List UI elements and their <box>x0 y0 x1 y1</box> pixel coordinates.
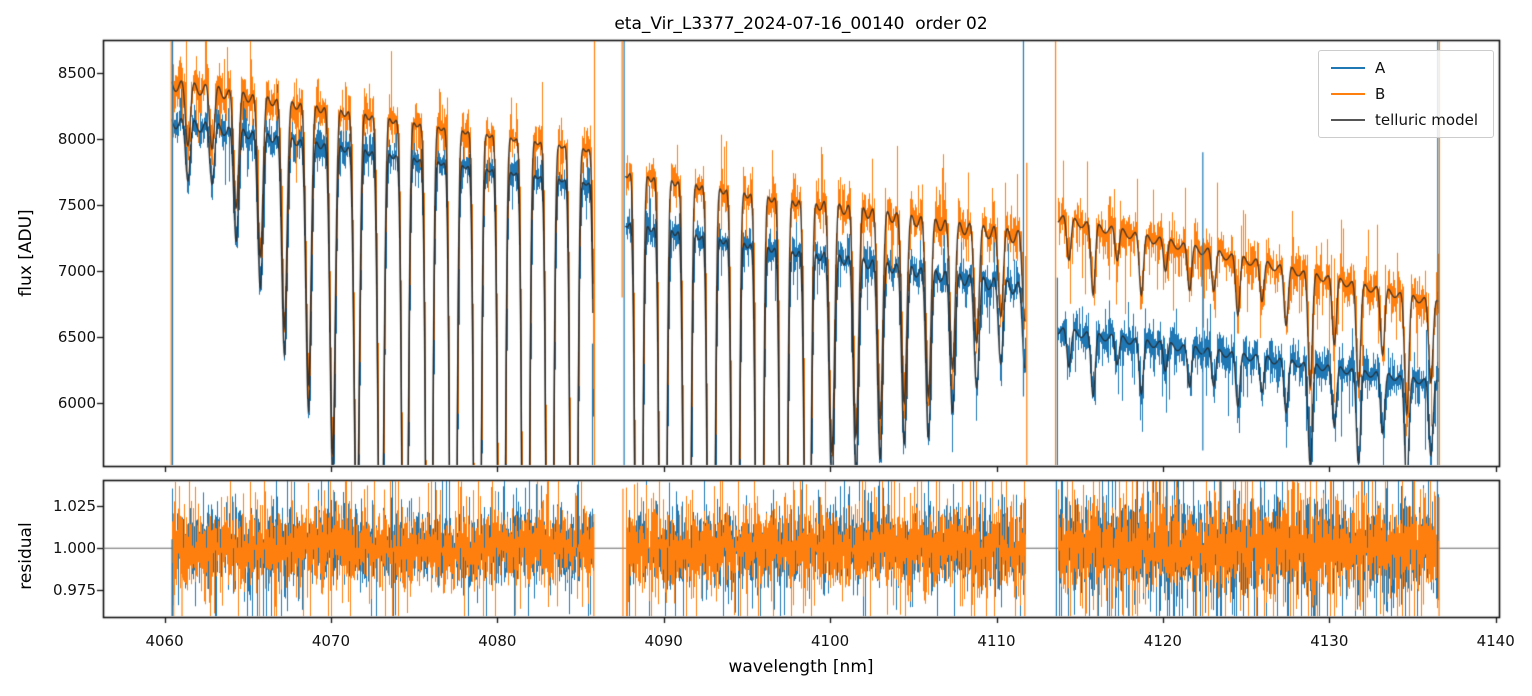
tick-label: 7000 <box>57 262 96 281</box>
tick-label: 6500 <box>57 328 96 347</box>
tick-label: 4140 <box>1476 632 1515 650</box>
tick-label: 1.000 <box>53 538 96 557</box>
series-b-line-swatch <box>1331 93 1365 95</box>
tick-label: 8000 <box>57 130 96 148</box>
wavelength-axis-label: wavelength [nm] <box>728 657 874 677</box>
tick-label: 4100 <box>811 632 850 650</box>
tick-label: 8500 <box>57 64 96 82</box>
tick-label: 4130 <box>1310 632 1349 650</box>
residual-axis-label: residual <box>16 522 36 590</box>
legend-label-telluric-model: telluric model <box>1375 111 1479 129</box>
tick-label: 4110 <box>977 632 1016 650</box>
tick-label: 4060 <box>145 632 184 650</box>
tick-label: 4090 <box>644 632 683 650</box>
tick-label: 4120 <box>1143 632 1182 650</box>
series-a-line-swatch <box>1331 67 1365 69</box>
legend-label-a: A <box>1375 59 1386 77</box>
legend-box: A B telluric model <box>1318 50 1494 138</box>
legend-entry-telluric-model: telluric model <box>1319 111 1493 129</box>
tick-label: 6000 <box>57 394 96 413</box>
tick-label: 4070 <box>311 632 351 650</box>
page-title: eta_Vir_L3377_2024-07-16_00140 order 02 <box>614 14 988 34</box>
tick-label: 0.975 <box>53 580 96 599</box>
telluric-model-line-swatch <box>1331 119 1365 121</box>
flux-axis-label: flux [ADU] <box>16 209 36 297</box>
legend-entry-b: B <box>1319 85 1493 103</box>
tick-label: 4080 <box>478 632 517 650</box>
legend-entry-a: A <box>1319 59 1493 77</box>
tick-label: 7500 <box>57 196 96 214</box>
tick-label: 1.025 <box>53 496 96 515</box>
legend-label-b: B <box>1375 85 1386 103</box>
